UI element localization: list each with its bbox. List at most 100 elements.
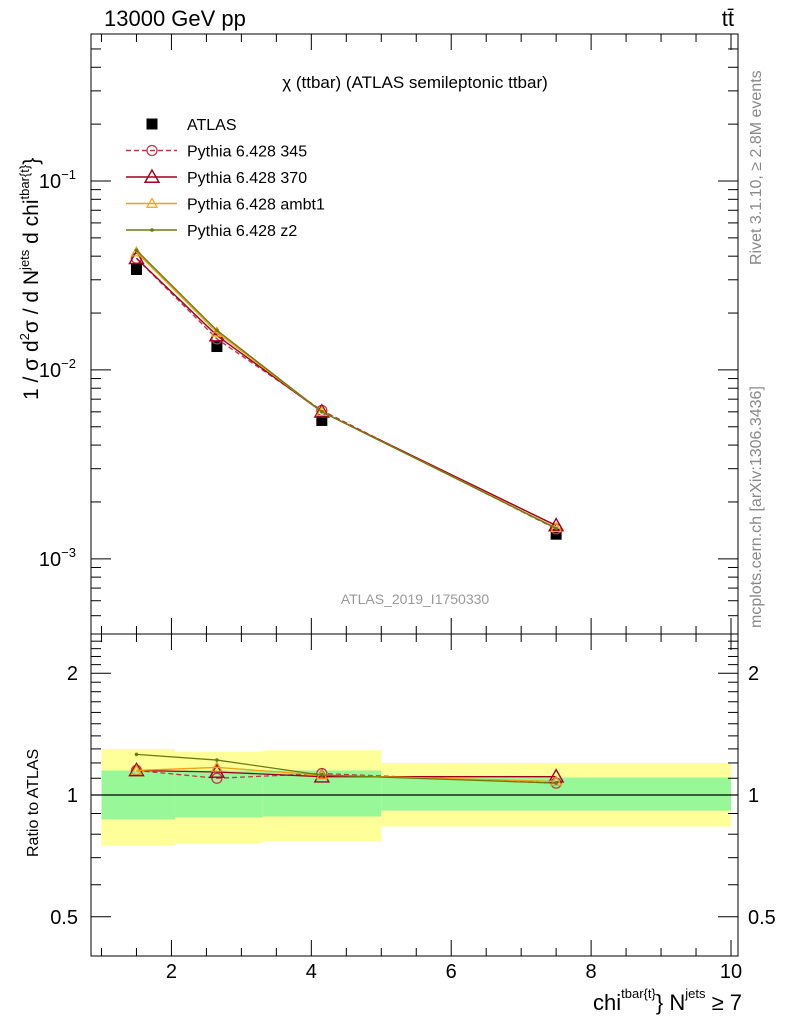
ratio-series-line: [136, 753, 557, 784]
x-tick-label: 10: [720, 961, 742, 983]
data-point: [128, 249, 145, 265]
legend-label: Pythia 6.428 345: [187, 144, 307, 161]
data-point: [130, 264, 142, 276]
ratio-y-axis: 0.5 0.5 1 1 2 2: [50, 633, 776, 957]
xlabel-mid: } N: [656, 990, 685, 1015]
series-pythia-6-428-z2: [134, 248, 558, 531]
series-line: [135, 251, 557, 529]
main-plot-area: [128, 245, 565, 540]
ratio-y-tick-label: 2: [67, 663, 78, 685]
x-tick-label: 8: [586, 961, 597, 983]
data-point: [146, 118, 158, 130]
data-point: [145, 197, 159, 208]
header-right: tt̄: [722, 6, 734, 31]
x-axis-label: chitbar{t}} Njets ≥ 7: [593, 986, 742, 1015]
data-point: [215, 328, 219, 333]
ratio-y-tick-label-right: 2: [748, 663, 759, 685]
legend-entry: ATLAS: [146, 117, 237, 134]
ylabel-end: }: [20, 158, 43, 165]
y-tick-label-base: 10: [39, 360, 61, 382]
watermark: ATLAS_2019_I1750330: [341, 591, 490, 607]
x-tick-label: 2: [166, 961, 177, 983]
legend-entry: Pythia 6.428 ambt1: [126, 197, 325, 214]
ratio-y-tick-label-right: 0.5: [748, 907, 776, 929]
data-point: [211, 772, 223, 784]
series-pythia-6-428-370: [128, 249, 565, 532]
data-point: [547, 517, 565, 532]
ylabel-main: 1 / σ d: [20, 340, 43, 400]
data-point: [315, 405, 328, 417]
main-y-axis: 10−110−210−3: [39, 48, 738, 635]
xlabel-main: chi: [593, 990, 621, 1015]
legend-label: Pythia 6.428 ambt1: [187, 197, 325, 214]
ylabel-mid: σ / d N: [20, 270, 43, 333]
ratio-series-line: [136, 769, 557, 778]
data-point: [134, 248, 139, 253]
data-point: [316, 414, 328, 426]
chart-title: χ (ttbar) (ATLAS semileptonic ttbar): [282, 73, 548, 92]
main-panel: 10−110−210−3 χ (ttbar) (ATLAS semilepton…: [17, 33, 739, 635]
ylabel-mid2: d chi: [20, 200, 43, 250]
legend-entry: Pythia 6.428 370: [126, 168, 307, 187]
y-tick-label-base: 10: [39, 549, 61, 571]
legend-label: Pythia 6.428 370: [187, 170, 307, 187]
data-point: [550, 775, 563, 786]
y-tick-label: 10−3: [39, 545, 76, 571]
data-point: [150, 228, 154, 232]
series-pythia-6-428-ambt1: [130, 245, 563, 533]
ylabel-sup3: tbar{t}: [17, 164, 32, 199]
y-tick-label: 10−1: [39, 167, 76, 193]
xlabel-sup1: tbar{t}: [621, 986, 656, 1001]
main-x-axis: [100, 34, 732, 634]
y-tick-label: 10−2: [39, 356, 76, 382]
series-line: [135, 257, 557, 527]
ratio-y-tick-label: 0.5: [50, 907, 78, 929]
x-tick-label: 6: [446, 961, 457, 983]
legend: ATLAS Pythia 6.428 345 Pythia 6.428 370 Pyt…: [126, 117, 325, 240]
ratio-series-pythia-6-428-z2: [134, 752, 558, 785]
data-point: [134, 752, 139, 757]
uncertainty-band-inner: [262, 770, 382, 817]
ratio-y-tick-label-right: 1: [748, 785, 759, 807]
ratio-y-axis-label: Ratio to ATLAS: [25, 749, 42, 857]
legend-entry: Pythia 6.428 z2: [126, 223, 297, 240]
data-point: [130, 245, 143, 257]
rivet-side-label: Rivet 3.1.10, ≥ 2.8M events: [748, 70, 765, 265]
data-point: [210, 761, 223, 772]
data-point: [320, 773, 324, 777]
y-tick-label-exp: −2: [61, 356, 76, 371]
ratio-x-axis: 2 4 6 8 10: [100, 634, 742, 983]
ratio-series-line: [136, 769, 557, 784]
data-point: [215, 758, 219, 762]
y-tick-label-exp: −1: [61, 167, 76, 182]
header-left: 13000 GeV pp: [104, 6, 246, 31]
data-point: [130, 764, 143, 775]
ylabel-sup2: jets: [17, 249, 32, 271]
series-line: [135, 257, 557, 530]
legend-label: Pythia 6.428 z2: [187, 223, 297, 240]
series-pythia-6-428-345: [130, 252, 562, 535]
x-tick-label: 4: [306, 961, 317, 983]
ylabel-sup1: 2: [17, 333, 32, 340]
data-point: [143, 168, 161, 183]
data-point: [554, 526, 558, 531]
ratio-series-line: [136, 766, 557, 783]
data-point: [146, 144, 158, 157]
mcplots-side-label: mcplots.cern.ch [arXiv:1306.3436]: [748, 386, 765, 628]
y-tick-label-base: 10: [39, 171, 61, 193]
y-tick-label-exp: −3: [61, 545, 76, 560]
data-point: [554, 781, 558, 785]
data-point: [320, 410, 324, 414]
ratio-y-tick-label: 1: [67, 785, 78, 807]
main-y-axis-label: 1 / σ d2σ / d Njets d chitbar{t}}: [17, 158, 43, 400]
ratio-panel: 0.5 0.5 1 1 2 2 2 4 6 8 10 Ratio to ATLAS chitbar…: [25, 633, 776, 1015]
data-point: [211, 341, 223, 353]
legend-entry: Pythia 6.428 345: [126, 144, 307, 161]
xlabel-end: ≥ 7: [705, 990, 742, 1015]
ratio-plot-area: [91, 748, 738, 846]
data-point: [128, 762, 145, 777]
legend-label: ATLAS: [187, 117, 237, 134]
series-line: [135, 249, 557, 529]
data-point: [313, 403, 331, 418]
